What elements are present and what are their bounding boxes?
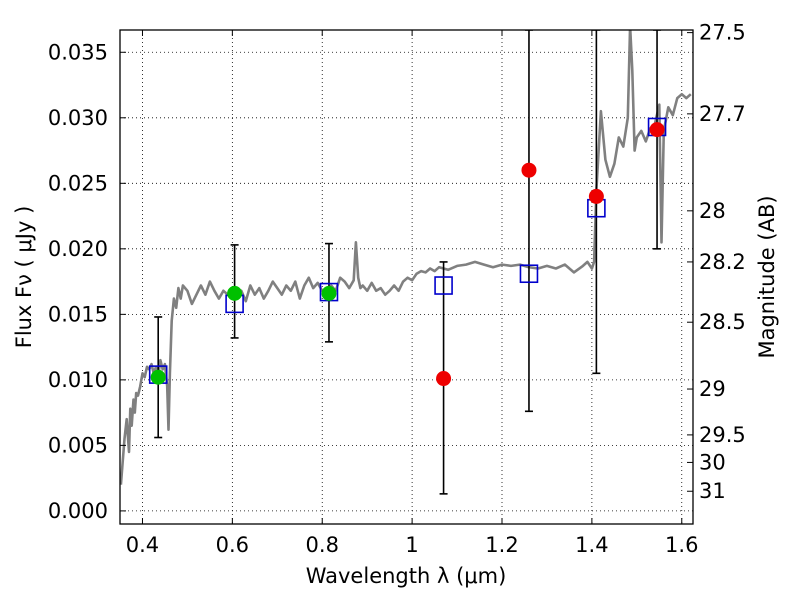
- y-tick-label: 0.000: [48, 499, 108, 523]
- x-axis-label: Wavelength λ (μm): [306, 564, 507, 588]
- y-axis-label: Flux Fν ( μJy ): [12, 206, 36, 349]
- x-tick-label: 1.2: [485, 533, 518, 557]
- photometry-square: [519, 264, 539, 284]
- right-tick-label: 27.5: [699, 21, 746, 45]
- green-point: [227, 285, 243, 301]
- right-tick-label: 30: [699, 450, 726, 474]
- y-tick-label: 0.025: [48, 171, 108, 195]
- x-tick-label: 1.4: [575, 533, 608, 557]
- y-tick-label: 0.030: [48, 106, 108, 130]
- data-points: [150, 122, 665, 387]
- y-tick-label: 0.035: [48, 40, 108, 64]
- right-tick-label: 28.2: [699, 250, 746, 274]
- red-point: [649, 122, 665, 138]
- x-tick-label: 1: [405, 533, 418, 557]
- x-tick-label: 1.6: [665, 533, 698, 557]
- model-spectrum: [120, 30, 692, 485]
- x-axis-ticks: 0.4 0.6 0.8 1 1.2 1.4 1.6: [126, 30, 698, 557]
- plot-frame: [119, 29, 694, 525]
- error-bars: [154, 30, 662, 495]
- y-axis-ticks: 0.000 0.005 0.010 0.015 0.020 0.025 0.030 0.035: [48, 40, 126, 523]
- model-spectrum-line: [120, 30, 692, 485]
- right-tick-label: 28: [699, 199, 726, 223]
- y-tick-label: 0.020: [48, 237, 108, 261]
- right-tick-label: 28.5: [699, 310, 746, 334]
- y-tick-label: 0.010: [48, 368, 108, 392]
- red-point: [588, 188, 604, 204]
- y-tick-label: 0.015: [48, 302, 108, 326]
- photometry-squares: [148, 117, 667, 384]
- x-tick-label: 0.6: [216, 533, 249, 557]
- y-tick-label: 0.005: [48, 433, 108, 457]
- right-tick-label: 29: [699, 377, 726, 401]
- red-point: [436, 371, 452, 387]
- right-tick-label: 27.7: [699, 102, 746, 126]
- green-point: [150, 369, 166, 385]
- right-tick-label: 29.5: [699, 423, 746, 447]
- right-y-axis-label: Magnitude (AB): [755, 195, 779, 358]
- right-tick-label: 31: [699, 479, 726, 503]
- x-tick-label: 0.4: [126, 533, 159, 557]
- red-point: [521, 162, 537, 178]
- green-point: [321, 285, 337, 301]
- right-axis-ticks: 27.5 27.7 28 28.2 28.5 29 29.5 30 31: [687, 21, 746, 503]
- photometry-square: [434, 276, 453, 295]
- x-tick-label: 0.8: [306, 533, 339, 557]
